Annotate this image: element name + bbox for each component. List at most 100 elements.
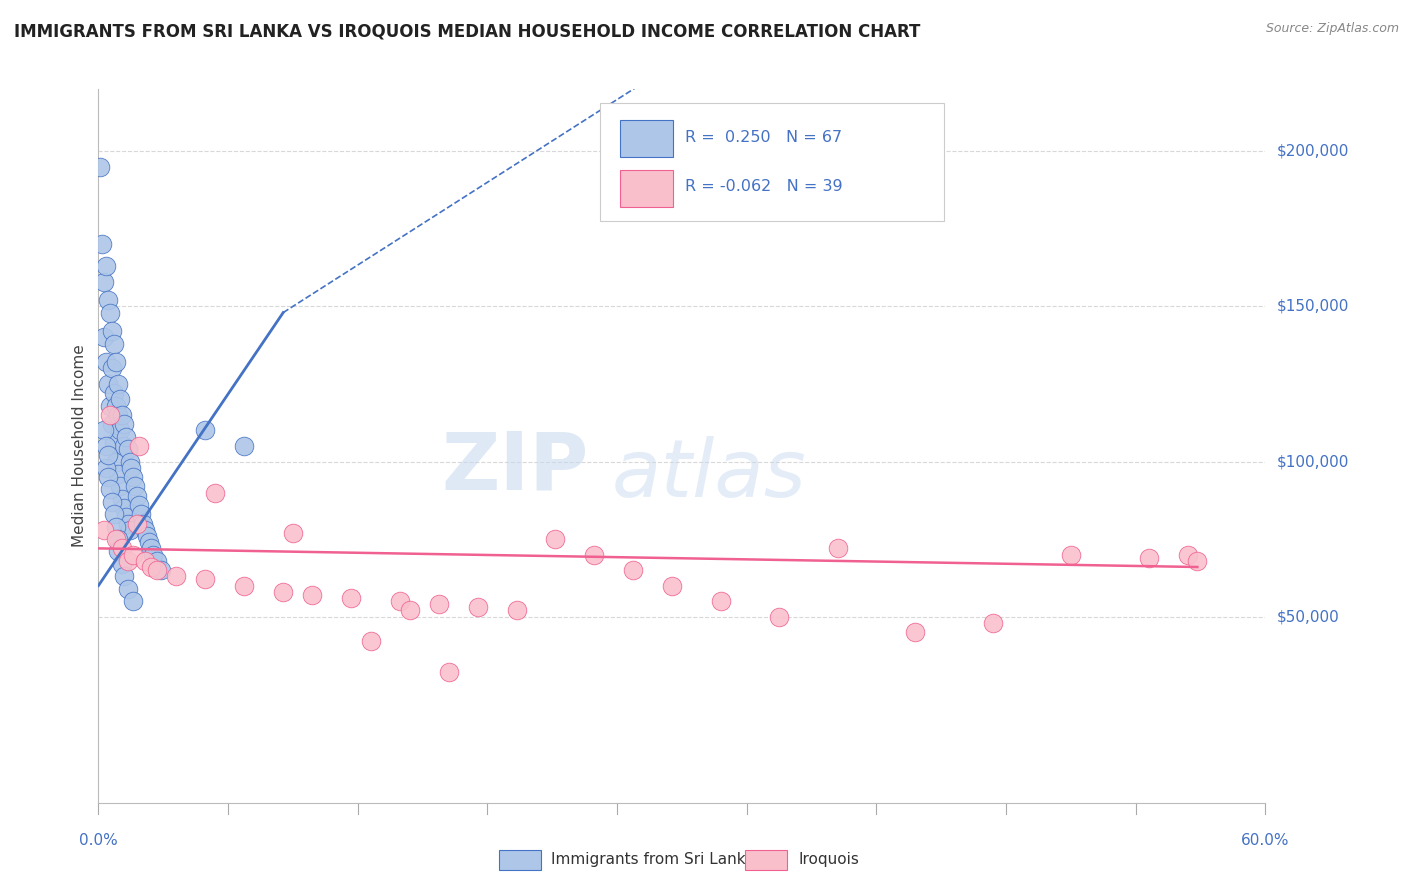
Point xyxy=(121,460,143,475)
Point xyxy=(146,563,169,577)
Point xyxy=(233,439,256,453)
Point xyxy=(111,408,134,422)
Point xyxy=(768,609,790,624)
Point xyxy=(96,460,118,475)
Point xyxy=(96,259,118,273)
Point xyxy=(138,535,160,549)
Point xyxy=(96,439,118,453)
Point xyxy=(89,160,111,174)
Text: R =  0.250   N = 67: R = 0.250 N = 67 xyxy=(685,129,842,145)
Point xyxy=(114,430,136,444)
Point xyxy=(127,516,149,531)
Point xyxy=(97,293,120,308)
Point xyxy=(505,603,527,617)
Point xyxy=(101,495,124,509)
Point xyxy=(621,563,644,577)
Point xyxy=(388,594,411,608)
Point xyxy=(107,532,129,546)
Point xyxy=(93,424,115,438)
Point xyxy=(97,448,120,462)
Text: $50,000: $50,000 xyxy=(1277,609,1340,624)
Point xyxy=(437,665,460,680)
Text: Immigrants from Sri Lanka: Immigrants from Sri Lanka xyxy=(551,853,755,867)
Point xyxy=(127,489,149,503)
Point xyxy=(271,584,294,599)
Point xyxy=(360,634,382,648)
Text: $200,000: $200,000 xyxy=(1277,144,1348,159)
Point xyxy=(104,532,127,546)
Point xyxy=(1177,548,1199,562)
Point xyxy=(104,454,127,468)
Point xyxy=(107,467,129,481)
Point xyxy=(301,588,323,602)
Point xyxy=(108,424,131,438)
Bar xyxy=(620,169,672,207)
Point xyxy=(112,501,135,516)
Point xyxy=(281,525,304,540)
Point xyxy=(117,516,139,531)
Point xyxy=(398,603,420,617)
Point xyxy=(107,408,129,422)
Point xyxy=(134,523,156,537)
Point xyxy=(101,417,124,432)
Point xyxy=(111,541,134,556)
Point xyxy=(104,399,127,413)
Point xyxy=(117,554,139,568)
Text: 60.0%: 60.0% xyxy=(1241,833,1289,848)
Text: $150,000: $150,000 xyxy=(1277,299,1348,314)
Point xyxy=(139,560,162,574)
Text: atlas: atlas xyxy=(612,435,807,514)
Point xyxy=(136,529,159,543)
Point xyxy=(583,548,606,562)
Point xyxy=(107,544,129,558)
Point xyxy=(108,479,131,493)
Point xyxy=(149,563,172,577)
Point xyxy=(194,424,217,438)
Point xyxy=(97,376,120,391)
Point xyxy=(233,579,256,593)
Point xyxy=(194,573,217,587)
Point xyxy=(124,479,146,493)
Point xyxy=(93,523,115,537)
Point xyxy=(122,594,145,608)
Point xyxy=(118,454,141,468)
Point xyxy=(1187,554,1209,568)
Point xyxy=(96,355,118,369)
Point xyxy=(544,532,567,546)
Point xyxy=(111,557,134,571)
Point xyxy=(104,355,127,369)
Point xyxy=(114,510,136,524)
Point xyxy=(132,516,155,531)
Point xyxy=(91,237,114,252)
Point xyxy=(112,417,135,432)
Point xyxy=(427,597,450,611)
Point xyxy=(904,625,927,640)
Point xyxy=(104,519,127,533)
Point xyxy=(98,483,121,497)
Point xyxy=(128,498,150,512)
Text: 0.0%: 0.0% xyxy=(79,833,118,848)
Point xyxy=(1060,548,1083,562)
Point xyxy=(111,491,134,506)
Point xyxy=(139,541,162,556)
Point xyxy=(101,324,124,338)
Point xyxy=(204,485,226,500)
Text: Iroquois: Iroquois xyxy=(799,853,859,867)
Point xyxy=(129,508,152,522)
Point xyxy=(112,569,135,583)
Point xyxy=(122,548,145,562)
Point xyxy=(710,594,733,608)
FancyBboxPatch shape xyxy=(600,103,945,221)
Point xyxy=(134,554,156,568)
Point xyxy=(661,579,683,593)
Point xyxy=(103,386,125,401)
Point xyxy=(467,600,489,615)
Point xyxy=(165,569,187,583)
Point xyxy=(98,408,121,422)
Point xyxy=(146,554,169,568)
Point xyxy=(93,275,115,289)
Text: $100,000: $100,000 xyxy=(1277,454,1348,469)
Text: R = -0.062   N = 39: R = -0.062 N = 39 xyxy=(685,179,844,194)
Y-axis label: Median Household Income: Median Household Income xyxy=(72,344,87,548)
Point xyxy=(142,548,165,562)
